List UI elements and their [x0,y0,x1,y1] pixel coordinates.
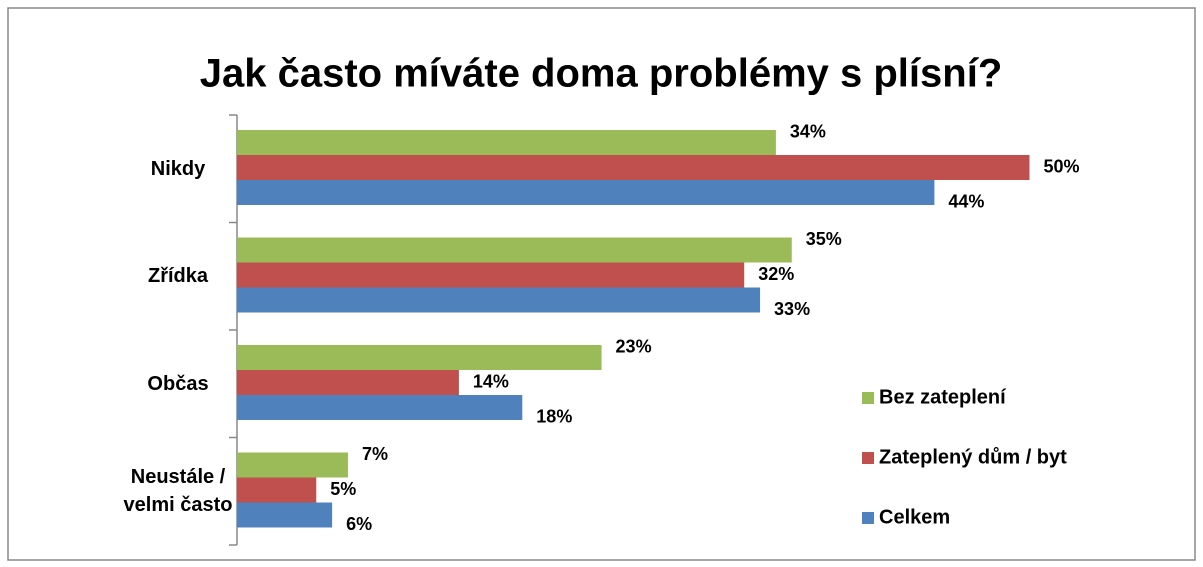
legend-label: Zateplený dům / byt [879,446,1067,468]
value-label: 50% [1044,156,1080,176]
legend-label: Bez zateplení [879,386,1007,408]
value-label: 18% [536,406,572,426]
value-label: 5% [330,479,356,499]
value-label: 7% [362,444,388,464]
bar [237,477,317,503]
value-label: 44% [948,191,984,211]
category-label: Občas [147,372,209,395]
bar [237,130,776,155]
value-label: 6% [346,514,372,534]
value-label: 33% [774,299,810,319]
legend-swatch [862,392,874,404]
legend-swatch [862,452,874,464]
category-label: Neustále / velmi často [123,466,233,517]
legend-label: Celkem [879,506,950,528]
category-label: Nikdy [150,157,206,180]
category-label: Zřídka [147,265,209,288]
bar [237,287,761,313]
bar [237,502,333,528]
bar [237,180,935,205]
bar [237,452,348,478]
value-label: 34% [790,121,826,141]
bar [237,237,792,263]
legend-swatch [862,512,874,524]
bar [237,395,523,420]
bar [237,155,1030,180]
bar [237,370,459,395]
value-label: 35% [806,229,842,249]
chart-title: Jak často míváte doma problémy s plísní? [200,52,1003,96]
bar [237,262,745,288]
bar [237,345,602,370]
value-label: 23% [616,336,652,356]
value-label: 32% [758,264,794,284]
value-label: 14% [473,371,509,391]
